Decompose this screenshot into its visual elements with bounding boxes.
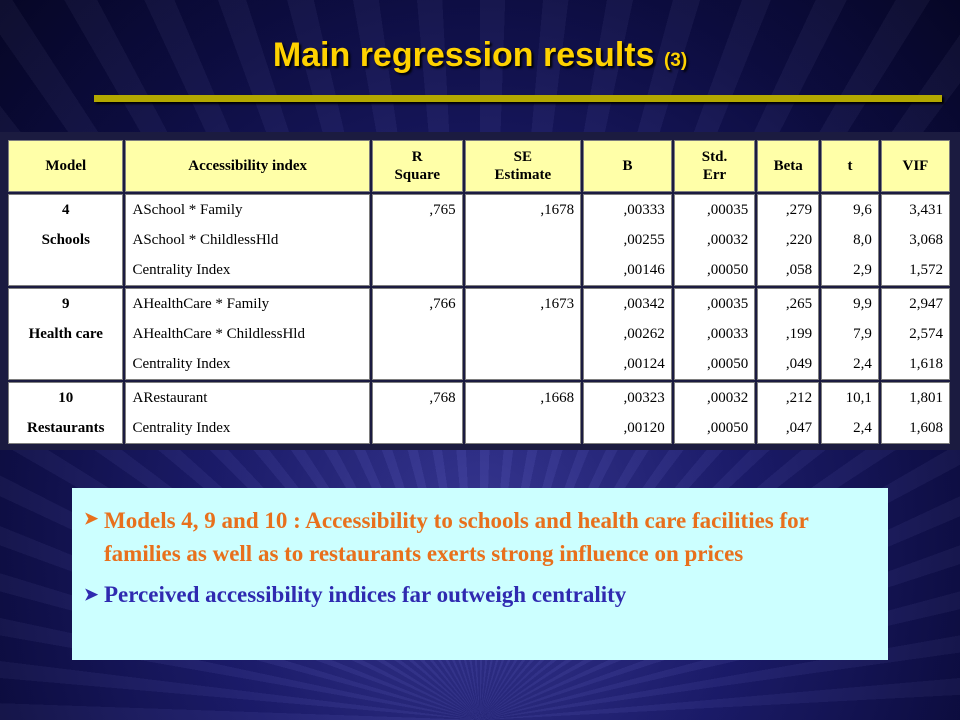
table-row-model-9: 9 Health care AHealthCare * Family AHeal… bbox=[8, 288, 950, 380]
model-number: 4 bbox=[61, 202, 70, 218]
b-cell: ,00342,00262,00124 bbox=[583, 288, 672, 380]
header-accessibility-index: Accessibility index bbox=[125, 140, 370, 192]
bullet-text: Models 4, 9 and 10 : Accessibility to sc… bbox=[104, 508, 809, 566]
model-cell: 9 Health care bbox=[8, 288, 124, 380]
r-square-cell: ,768 bbox=[371, 382, 463, 444]
header-t: t bbox=[821, 140, 879, 192]
header-b: B bbox=[583, 140, 672, 192]
beta-cell: ,265,199,049 bbox=[757, 288, 820, 380]
header-vif: VIF bbox=[880, 140, 950, 192]
se-estimate-cell: ,1678 bbox=[464, 194, 582, 286]
slide-title: Main regression results (3) bbox=[0, 36, 960, 75]
t-cell: 10,1 2,4 bbox=[821, 382, 879, 444]
model-number: 9 bbox=[61, 296, 70, 312]
b-cell: ,00333,00255,00146 bbox=[583, 194, 672, 286]
b-cell: ,00323,00120 bbox=[583, 382, 672, 444]
model-name: Health care bbox=[28, 326, 103, 342]
vif-cell: 1,801 1,608 bbox=[880, 382, 950, 444]
std-err-cell: ,00035,00032,00050 bbox=[673, 194, 756, 286]
table-row-model-10: 10 Restaurants ARestaurant Centrality In… bbox=[8, 382, 950, 444]
header-beta: Beta bbox=[757, 140, 820, 192]
index-cell: AHealthCare * Family AHealthCare * Child… bbox=[125, 288, 370, 380]
std-err-cell: ,00032,00050 bbox=[673, 382, 756, 444]
results-table-frame: Model Accessibility index R Square SE Esti… bbox=[0, 132, 960, 450]
se-estimate-cell: ,1673 bbox=[464, 288, 582, 380]
vif-cell: 3,431 3,068 1,572 bbox=[880, 194, 950, 286]
t-cell: 9,9 7,9 2,4 bbox=[821, 288, 879, 380]
header-std-err: Std. Err bbox=[673, 140, 756, 192]
vif-cell: 2,947 2,574 1,618 bbox=[880, 288, 950, 380]
slide-title-text: Main regression results bbox=[272, 36, 655, 74]
arrowhead-bullet-icon: ➤ bbox=[84, 585, 99, 604]
bullet-item: ➤ Models 4, 9 and 10 : Accessibility to … bbox=[84, 504, 876, 570]
model-name: Restaurants bbox=[26, 420, 105, 436]
model-cell: 4 Schools bbox=[8, 194, 124, 286]
index-cell: ASchool * Family ASchool * ChildlessHld … bbox=[125, 194, 370, 286]
table-header-row: Model Accessibility index R Square SE Esti… bbox=[8, 140, 950, 192]
model-name: Schools bbox=[41, 232, 90, 248]
header-model: Model bbox=[8, 140, 124, 192]
model-cell: 10 Restaurants bbox=[8, 382, 124, 444]
r-square-cell: ,765 bbox=[371, 194, 463, 286]
title-underline bbox=[94, 95, 942, 102]
table-row-model-4: 4 Schools ASchool * Family ASchool * Chi… bbox=[8, 194, 950, 286]
header-r-square: R Square bbox=[371, 140, 463, 192]
r-square-cell: ,766 bbox=[371, 288, 463, 380]
model-number: 10 bbox=[58, 390, 74, 406]
conclusions-panel: ➤ Models 4, 9 and 10 : Accessibility to … bbox=[72, 488, 888, 660]
index-cell: ARestaurant Centrality Index bbox=[125, 382, 370, 444]
se-estimate-cell: ,1668 bbox=[464, 382, 582, 444]
beta-cell: ,279,220,058 bbox=[757, 194, 820, 286]
regression-results-table: Model Accessibility index R Square SE Esti… bbox=[6, 138, 952, 446]
bullet-item: ➤ Perceived accessibility indices far ou… bbox=[84, 580, 876, 610]
bullet-text: Perceived accessibility indices far outw… bbox=[104, 582, 627, 607]
beta-cell: ,212,047 bbox=[757, 382, 820, 444]
std-err-cell: ,00035,00033,00050 bbox=[673, 288, 756, 380]
slide-title-suffix: (3) bbox=[663, 50, 688, 71]
t-cell: 9,6 8,0 2,9 bbox=[821, 194, 879, 286]
arrowhead-bullet-icon: ➤ bbox=[84, 509, 99, 528]
header-se-estimate: SE Estimate bbox=[464, 140, 582, 192]
